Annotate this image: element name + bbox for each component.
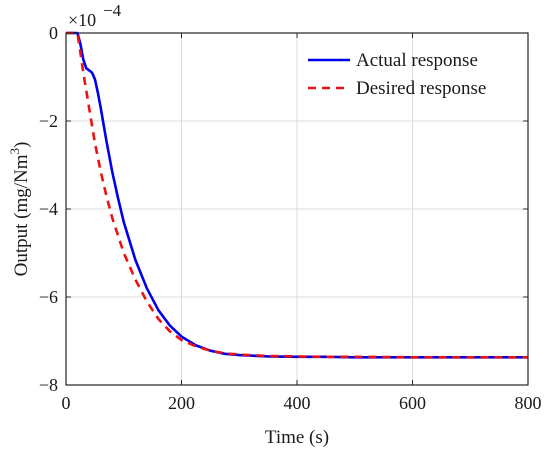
scale-factor-base: ×10 [68,10,96,30]
y-tick-label: −4 [39,199,58,219]
legend: Actual response Desired response [308,50,486,99]
series-lines [66,31,528,359]
y-tick-labels: −8 −6 −4 −2 0 [39,23,58,395]
x-tick-label: 600 [399,393,426,413]
y-tick-label: 0 [49,23,58,43]
y-tick-label: −2 [39,111,58,131]
legend-label-actual: Actual response [356,50,478,71]
x-tick-labels: 0 200 400 600 800 [62,393,542,413]
y-tick-label: −6 [39,287,58,307]
y-axis-title-superscript: 3 [7,148,22,155]
x-tick-label: 0 [62,393,71,413]
grid-lines [66,33,528,385]
scale-factor: ×10 −4 [68,1,122,30]
y-axis-title-main: Output (mg/Nm [11,154,32,276]
y-axis-title: Output (mg/Nm3) [7,142,32,277]
x-tick-label: 400 [284,393,311,413]
scale-factor-exponent: −4 [103,1,122,20]
y-tick-label: −8 [39,375,58,395]
y-axis-title-end: ) [11,142,32,148]
x-tick-label: 200 [168,393,195,413]
x-tick-label: 800 [515,393,542,413]
tick-marks [65,32,529,386]
series-line-desired [66,31,528,359]
legend-label-desired: Desired response [356,78,486,99]
x-axis-title: Time (s) [265,427,329,448]
